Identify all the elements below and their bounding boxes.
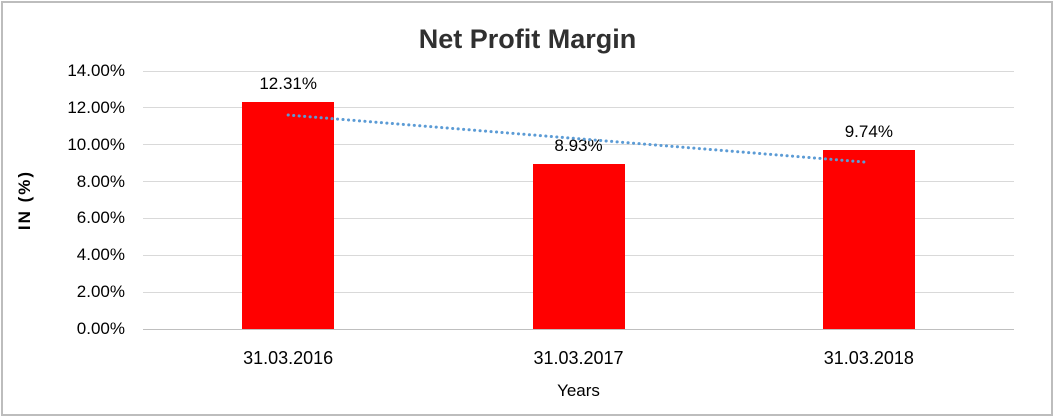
bar-data-label: 12.31%: [259, 74, 317, 94]
y-tick-label: 4.00%: [76, 245, 125, 265]
x-axis-line: [143, 328, 1014, 330]
bar-31.03.2017: [532, 164, 625, 329]
bar-31.03.2018: [822, 149, 915, 329]
y-tick-label: 12.00%: [67, 97, 125, 117]
x-tick-label: 31.03.2017: [533, 348, 624, 368]
gridline: [143, 70, 1014, 72]
chart-title: Net Profit Margin: [418, 24, 637, 54]
y-tick-label: 2.00%: [76, 282, 125, 302]
y-tick-label: 14.00%: [67, 61, 125, 80]
y-tick-label: 10.00%: [67, 134, 125, 154]
plot-area: 12.31% 8.93% 9.74%: [143, 70, 1014, 330]
gridline: [143, 107, 1014, 109]
y-tick-label: 0.00%: [76, 319, 125, 338]
y-tick-label: 8.00%: [76, 171, 125, 191]
bar-data-label: 9.74%: [844, 121, 893, 141]
x-tick-label: 31.03.2018: [823, 348, 914, 368]
bar-data-label: 8.93%: [554, 136, 603, 156]
x-tick-label: 31.03.2016: [243, 348, 334, 368]
bar-31.03.2016: [242, 102, 335, 329]
x-axis-title: Years: [557, 381, 600, 400]
y-tick-label: 6.00%: [76, 208, 125, 228]
